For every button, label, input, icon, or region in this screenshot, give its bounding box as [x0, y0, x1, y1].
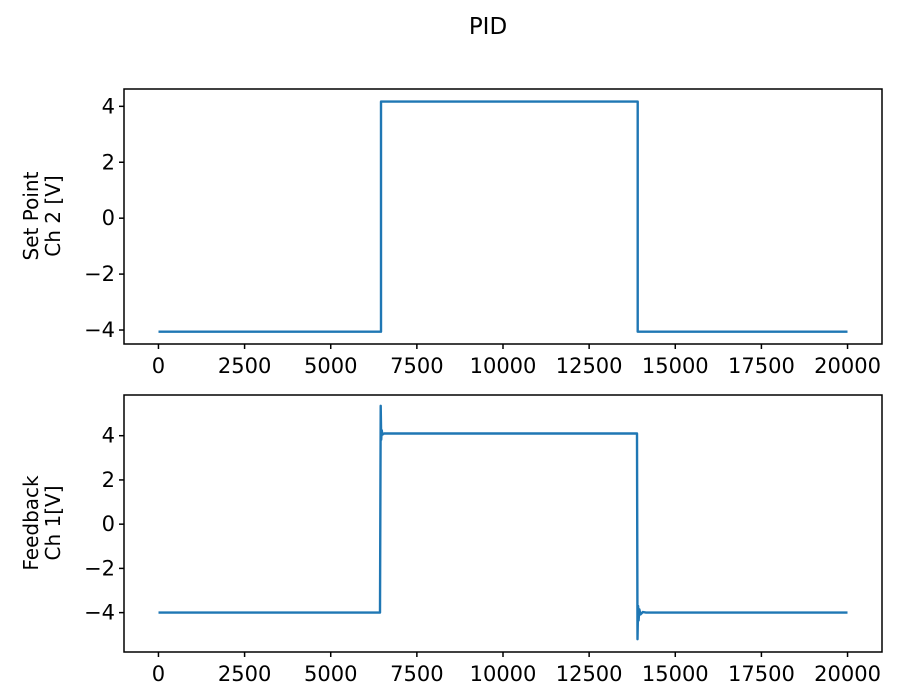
y-tick-label-top: −4 — [84, 318, 115, 342]
y-tick-label-top: 0 — [102, 206, 115, 230]
x-tick-label-top: 7500 — [390, 354, 443, 378]
x-tick-label-bottom: 20000 — [814, 662, 881, 686]
x-tick-label-bottom: 10000 — [470, 662, 537, 686]
y-tick-label-bottom: −4 — [84, 601, 115, 625]
x-tick-label-bottom: 0 — [152, 662, 165, 686]
axes-frame-bottom — [123, 394, 883, 653]
y-tick-label-bottom: 2 — [102, 468, 115, 492]
x-tick-label-top: 20000 — [814, 354, 881, 378]
x-tick-label-bottom: 15000 — [642, 662, 709, 686]
x-tick-label-bottom: 17500 — [728, 662, 795, 686]
x-tick-label-top: 0 — [152, 354, 165, 378]
x-tick-label-bottom: 2500 — [218, 662, 271, 686]
x-tick-label-top: 10000 — [470, 354, 537, 378]
x-tick-label-top: 5000 — [304, 354, 357, 378]
y-tick-label-top: −2 — [84, 262, 115, 286]
y-tick-label-top: 4 — [102, 94, 115, 118]
y-tick-label-bottom: 4 — [102, 424, 115, 448]
y-tick-label-bottom: 0 — [102, 512, 115, 536]
x-tick-label-bottom: 7500 — [390, 662, 443, 686]
figure-title: PID — [468, 14, 508, 40]
series-line-set-point-ch2 — [158, 100, 848, 333]
axes-frame-top — [123, 88, 883, 345]
x-tick-label-top: 17500 — [728, 354, 795, 378]
y-tick-label-bottom: −2 — [84, 556, 115, 580]
x-tick-label-bottom: 5000 — [304, 662, 357, 686]
y-tick-label-top: 2 — [102, 150, 115, 174]
x-tick-label-top: 15000 — [642, 354, 709, 378]
x-tick-label-bottom: 12500 — [556, 662, 623, 686]
series-line-feedback-ch1 — [158, 404, 848, 641]
x-tick-label-top: 12500 — [556, 354, 623, 378]
x-tick-label-top: 2500 — [218, 354, 271, 378]
